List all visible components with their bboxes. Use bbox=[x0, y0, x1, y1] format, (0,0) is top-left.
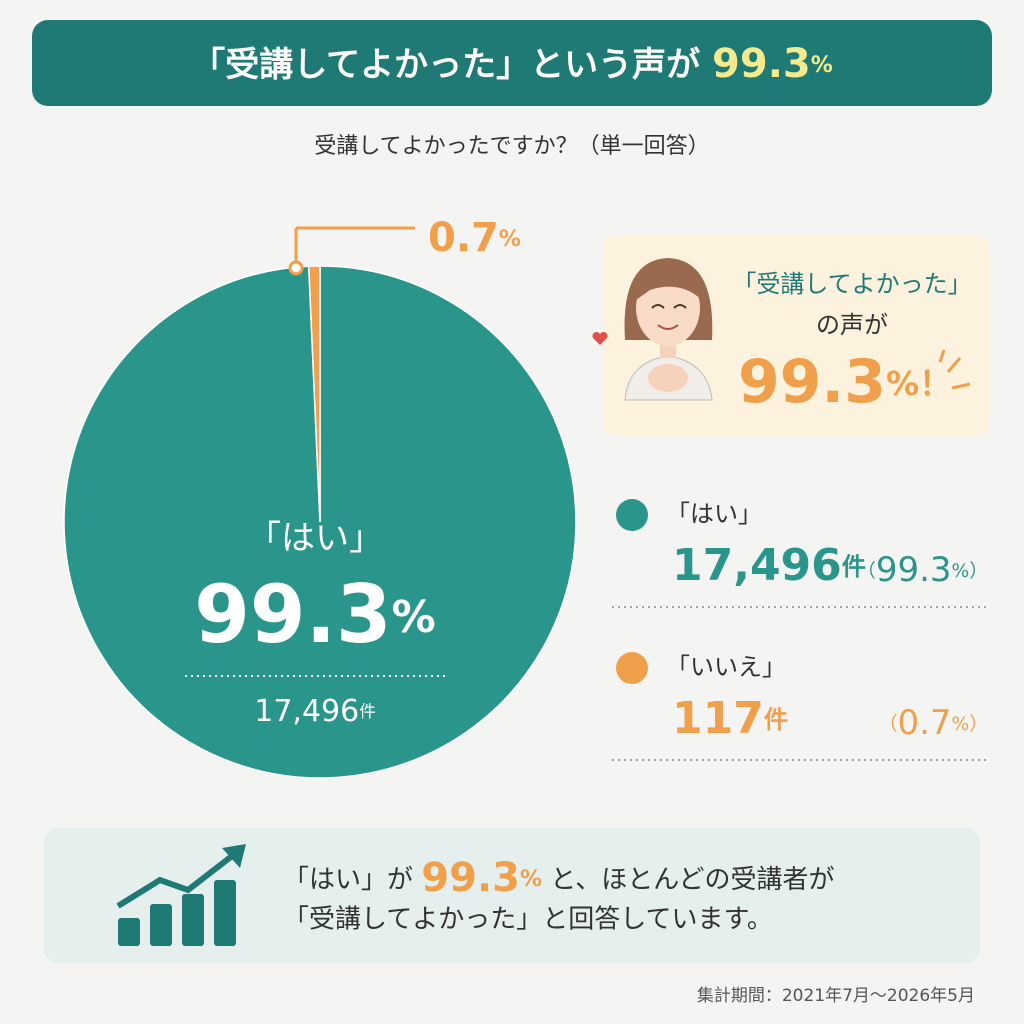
text-part: 0.7 bbox=[897, 703, 951, 743]
text-part: 99.3 bbox=[712, 41, 811, 87]
pie-slice bbox=[307, 265, 321, 523]
legend-count: 117件 bbox=[672, 693, 788, 744]
callout-value: 99.3%！ bbox=[738, 347, 952, 417]
text-part: 0.7 bbox=[428, 215, 499, 261]
text-part: % bbox=[392, 592, 436, 643]
pie bbox=[63, 265, 577, 779]
summary-value: 99.3% bbox=[421, 855, 542, 901]
legend-label: 「いいえ」 bbox=[666, 653, 786, 681]
legend-dot bbox=[616, 499, 648, 531]
footer: 集計期間：2021年7月〜2026年5月 bbox=[697, 986, 975, 1006]
text-part: 件 bbox=[764, 706, 788, 734]
pie-count: 17,496件 bbox=[254, 694, 375, 729]
pie-category: 「はい」 bbox=[247, 519, 383, 559]
text-part: 99.3 bbox=[421, 855, 520, 901]
text-part: %！ bbox=[886, 364, 952, 403]
summary-text: 「はい」が bbox=[283, 865, 413, 895]
header-banner bbox=[32, 20, 992, 106]
summary-text: と、ほとんどの受講者が bbox=[550, 865, 834, 895]
header-title: 「受講してよかった」という声が 99.3% bbox=[191, 41, 833, 87]
callout-line1: 「受講してよかった」 bbox=[732, 270, 971, 298]
text-part: % bbox=[520, 867, 542, 892]
text-part: 17,496 bbox=[254, 694, 359, 729]
growth-icon bbox=[116, 844, 246, 946]
callout-line2: の声が bbox=[816, 311, 888, 339]
outer-label: 0.7% bbox=[428, 215, 521, 261]
text-part: （ bbox=[857, 561, 876, 582]
person-illustration bbox=[592, 258, 971, 401]
text-part: % bbox=[499, 227, 521, 252]
legend-percent: （99.3%） bbox=[857, 550, 988, 590]
text-part: 件 bbox=[842, 553, 866, 581]
text-part: 99.3 bbox=[738, 347, 886, 417]
legend-dot bbox=[616, 652, 648, 684]
text-part: （ bbox=[879, 714, 898, 735]
text-part: 17,496 bbox=[672, 540, 842, 591]
question: 受講してよかったですか？（単一回答） bbox=[314, 134, 709, 159]
text-part: %） bbox=[952, 561, 988, 582]
text-part: 117 bbox=[672, 693, 764, 744]
pie-value: 99.3% bbox=[194, 568, 435, 661]
legend-label: 「はい」 bbox=[666, 500, 762, 528]
text-part: 件 bbox=[359, 702, 376, 721]
header-title-value: 99.3% bbox=[712, 41, 833, 87]
leader-dot bbox=[288, 260, 304, 276]
text-part: %） bbox=[952, 714, 988, 735]
summary-line1: 「はい」が 99.3% と、ほとんどの受講者が bbox=[283, 855, 834, 901]
legend: 「はい」17,496件（99.3%）「いいえ」117件 （0.7%） bbox=[612, 499, 990, 761]
header-title-text: 「受講してよかった」という声が bbox=[191, 45, 700, 85]
text-part: 99.3 bbox=[194, 568, 391, 661]
legend-count: 17,496件 bbox=[672, 540, 866, 591]
text-part: % bbox=[811, 53, 833, 78]
summary-line2: 「受講してよかった」と回答しています。 bbox=[283, 905, 773, 935]
summary-box bbox=[44, 828, 980, 963]
legend-percent: （0.7%） bbox=[879, 703, 988, 743]
text-part: 99.3 bbox=[876, 550, 952, 590]
